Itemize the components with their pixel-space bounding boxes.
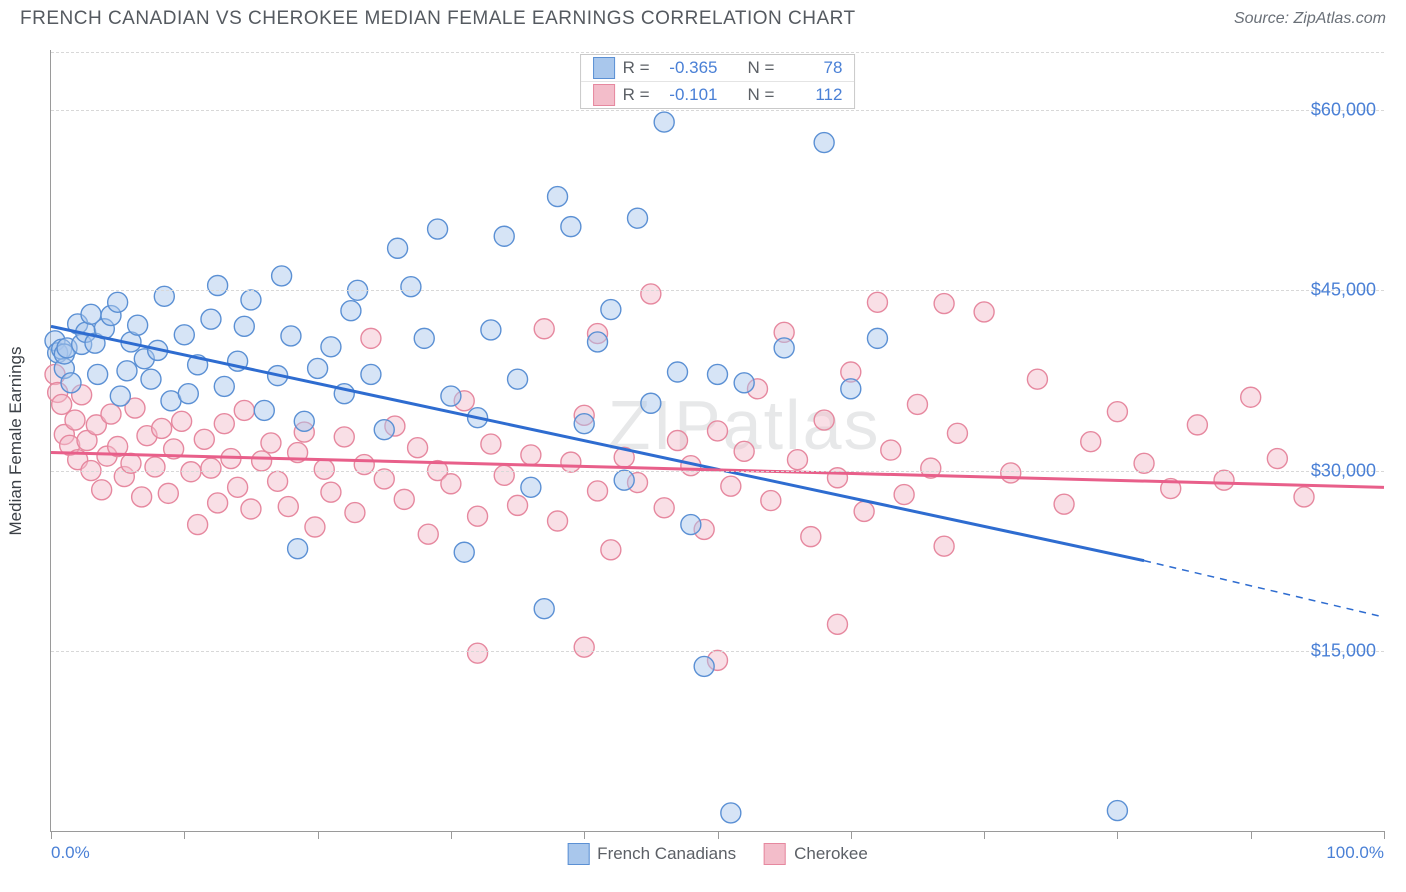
x-tick: [51, 831, 52, 839]
legend-r-label: R =: [623, 85, 650, 105]
gridline: [51, 290, 1384, 291]
legend-row: R = -0.101 N = 112: [581, 81, 855, 108]
x-axis-min-label: 0.0%: [51, 843, 90, 863]
gridline: [51, 52, 1384, 53]
correlation-legend: R = -0.365 N = 78 R = -0.101 N = 112: [580, 54, 856, 109]
y-tick-label: $45,000: [1311, 280, 1376, 301]
series-legend: French Canadians Cherokee: [567, 843, 868, 865]
x-tick: [718, 831, 719, 839]
series-legend-label: French Canadians: [597, 844, 736, 864]
y-axis-label: Median Female Earnings: [6, 346, 26, 535]
y-tick-label: $60,000: [1311, 100, 1376, 121]
x-tick: [1384, 831, 1385, 839]
x-tick: [984, 831, 985, 839]
x-tick: [584, 831, 585, 839]
legend-n-label: N =: [748, 85, 775, 105]
series-legend-item: Cherokee: [764, 843, 868, 865]
x-tick: [851, 831, 852, 839]
legend-row: R = -0.365 N = 78: [581, 55, 855, 81]
gridline: [51, 651, 1384, 652]
series-legend-item: French Canadians: [567, 843, 736, 865]
gridline: [51, 471, 1384, 472]
gridline: [51, 110, 1384, 111]
legend-r-value: -0.101: [658, 85, 718, 105]
scatter-plot-svg: [51, 50, 1384, 831]
legend-r-label: R =: [623, 58, 650, 78]
y-tick-label: $15,000: [1311, 640, 1376, 661]
legend-swatch: [567, 843, 589, 865]
legend-n-label: N =: [748, 58, 775, 78]
x-tick: [1117, 831, 1118, 839]
y-tick-label: $30,000: [1311, 460, 1376, 481]
legend-swatch: [593, 57, 615, 79]
legend-swatch: [593, 84, 615, 106]
legend-n-value: 112: [782, 85, 842, 105]
legend-r-value: -0.365: [658, 58, 718, 78]
chart-title: FRENCH CANADIAN VS CHEROKEE MEDIAN FEMAL…: [20, 8, 856, 30]
source-attribution: Source: ZipAtlas.com: [1234, 10, 1386, 28]
series-legend-label: Cherokee: [794, 844, 868, 864]
x-tick: [184, 831, 185, 839]
chart-plot-area: Median Female Earnings ZIPatlas R =-0.36…: [50, 50, 1384, 832]
x-tick: [451, 831, 452, 839]
legend-swatch: [764, 843, 786, 865]
legend-n-value: 78: [782, 58, 842, 78]
x-tick: [318, 831, 319, 839]
x-axis-max-label: 100.0%: [1326, 843, 1384, 863]
x-tick: [1251, 831, 1252, 839]
